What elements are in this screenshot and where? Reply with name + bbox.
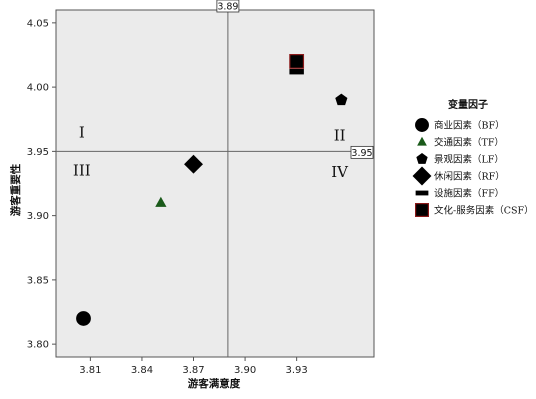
x-tick-label: 3.93 <box>286 365 308 376</box>
y-tick-label: 3.90 <box>27 211 49 222</box>
legend-marker <box>415 203 430 218</box>
reference-label-y: 3.95 <box>351 148 372 159</box>
reference-label-y-box <box>350 145 374 159</box>
x-tick-label: 3.87 <box>182 365 204 376</box>
data-point <box>289 54 305 69</box>
data-point <box>155 196 167 207</box>
legend-marker <box>412 166 432 186</box>
x-tick-label: 3.90 <box>234 365 256 376</box>
x-tick-label: 3.84 <box>131 365 153 376</box>
x-tick-label: 3.81 <box>79 365 101 376</box>
x-axis-title: 游客满意度 <box>188 377 241 390</box>
plot-area <box>55 9 375 358</box>
reference-label-x-box <box>216 0 240 13</box>
data-point <box>335 93 348 106</box>
legend-title: 变量因子 <box>448 98 488 111</box>
legend-marker <box>417 136 427 146</box>
legend-entry-label: 休闲因素（RF） <box>434 171 505 183</box>
reference-label-x: 3.89 <box>217 2 238 13</box>
data-point <box>76 311 91 326</box>
y-tick-label: 3.85 <box>27 275 49 286</box>
data-point <box>289 68 304 75</box>
y-tick-label: 4.00 <box>27 83 49 94</box>
quadrant-label: IV <box>331 163 349 181</box>
legend-marker <box>415 190 429 196</box>
legend-entry-label: 商业因素（BF） <box>434 120 505 132</box>
legend-entry-label: 景观因素（LF） <box>434 154 504 166</box>
data-point <box>184 154 203 174</box>
y-tick-label: 3.80 <box>27 340 49 351</box>
quadrant-label: I <box>79 124 85 142</box>
legend-entry-label: 文化-服务因素（CSF） <box>434 205 534 217</box>
legend-entry-label: 设施因素（FF） <box>434 188 504 200</box>
quadrant-label: III <box>73 162 91 180</box>
y-tick-label: 4.05 <box>27 18 49 29</box>
legend-marker <box>415 118 429 132</box>
legend-entry-label: 交通因素（TF） <box>434 137 504 149</box>
quadrant-label: II <box>334 126 346 144</box>
legend-marker <box>416 153 428 164</box>
y-tick-label: 3.95 <box>27 147 49 158</box>
y-axis-title: 游客重要性 <box>9 163 22 216</box>
